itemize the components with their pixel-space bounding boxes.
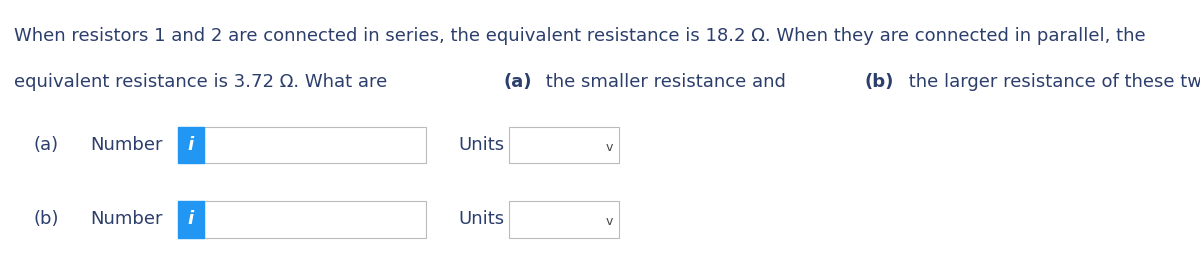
Text: equivalent resistance is 3.72 Ω. What are: equivalent resistance is 3.72 Ω. What ar… — [14, 73, 394, 91]
Text: Number: Number — [90, 210, 162, 228]
Text: Units: Units — [458, 210, 504, 228]
FancyBboxPatch shape — [178, 127, 204, 163]
Text: i: i — [187, 136, 194, 154]
Text: Number: Number — [90, 136, 162, 154]
FancyBboxPatch shape — [509, 127, 619, 163]
Text: When resistors 1 and 2 are connected in series, the equivalent resistance is 18.: When resistors 1 and 2 are connected in … — [14, 27, 1146, 45]
Text: the larger resistance of these two resistors?: the larger resistance of these two resis… — [902, 73, 1200, 91]
Text: (b): (b) — [865, 73, 894, 91]
Text: the smaller resistance and: the smaller resistance and — [540, 73, 792, 91]
Text: (a): (a) — [504, 73, 532, 91]
Text: Units: Units — [458, 136, 504, 154]
Text: v: v — [606, 141, 613, 154]
Text: v: v — [606, 215, 613, 228]
FancyBboxPatch shape — [509, 201, 619, 238]
FancyBboxPatch shape — [204, 201, 426, 238]
Text: i: i — [187, 210, 194, 228]
FancyBboxPatch shape — [178, 201, 204, 238]
FancyBboxPatch shape — [204, 127, 426, 163]
Text: (b): (b) — [34, 210, 59, 228]
Text: (a): (a) — [34, 136, 59, 154]
